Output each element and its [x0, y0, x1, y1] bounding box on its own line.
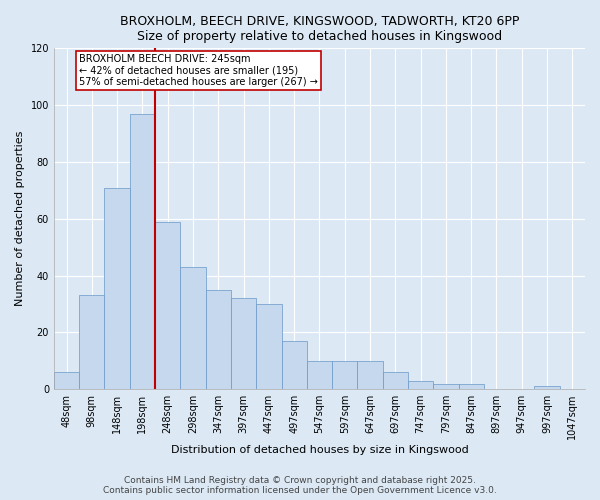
Bar	[332, 361, 358, 389]
Y-axis label: Number of detached properties: Number of detached properties	[15, 131, 25, 306]
Bar	[79, 296, 104, 389]
Bar	[307, 361, 332, 389]
Bar	[130, 114, 155, 389]
Bar	[383, 372, 408, 389]
Bar	[206, 290, 231, 389]
Bar	[281, 341, 307, 389]
Bar	[155, 222, 181, 389]
Bar	[535, 386, 560, 389]
Bar	[433, 384, 458, 389]
Bar	[231, 298, 256, 389]
X-axis label: Distribution of detached houses by size in Kingswood: Distribution of detached houses by size …	[170, 445, 469, 455]
Text: Contains HM Land Registry data © Crown copyright and database right 2025.
Contai: Contains HM Land Registry data © Crown c…	[103, 476, 497, 495]
Bar	[181, 267, 206, 389]
Bar	[358, 361, 383, 389]
Bar	[408, 380, 433, 389]
Bar	[458, 384, 484, 389]
Title: BROXHOLM, BEECH DRIVE, KINGSWOOD, TADWORTH, KT20 6PP
Size of property relative t: BROXHOLM, BEECH DRIVE, KINGSWOOD, TADWOR…	[120, 15, 519, 43]
Bar	[256, 304, 281, 389]
Bar	[54, 372, 79, 389]
Bar	[104, 188, 130, 389]
Text: BROXHOLM BEECH DRIVE: 245sqm
← 42% of detached houses are smaller (195)
57% of s: BROXHOLM BEECH DRIVE: 245sqm ← 42% of de…	[79, 54, 318, 87]
